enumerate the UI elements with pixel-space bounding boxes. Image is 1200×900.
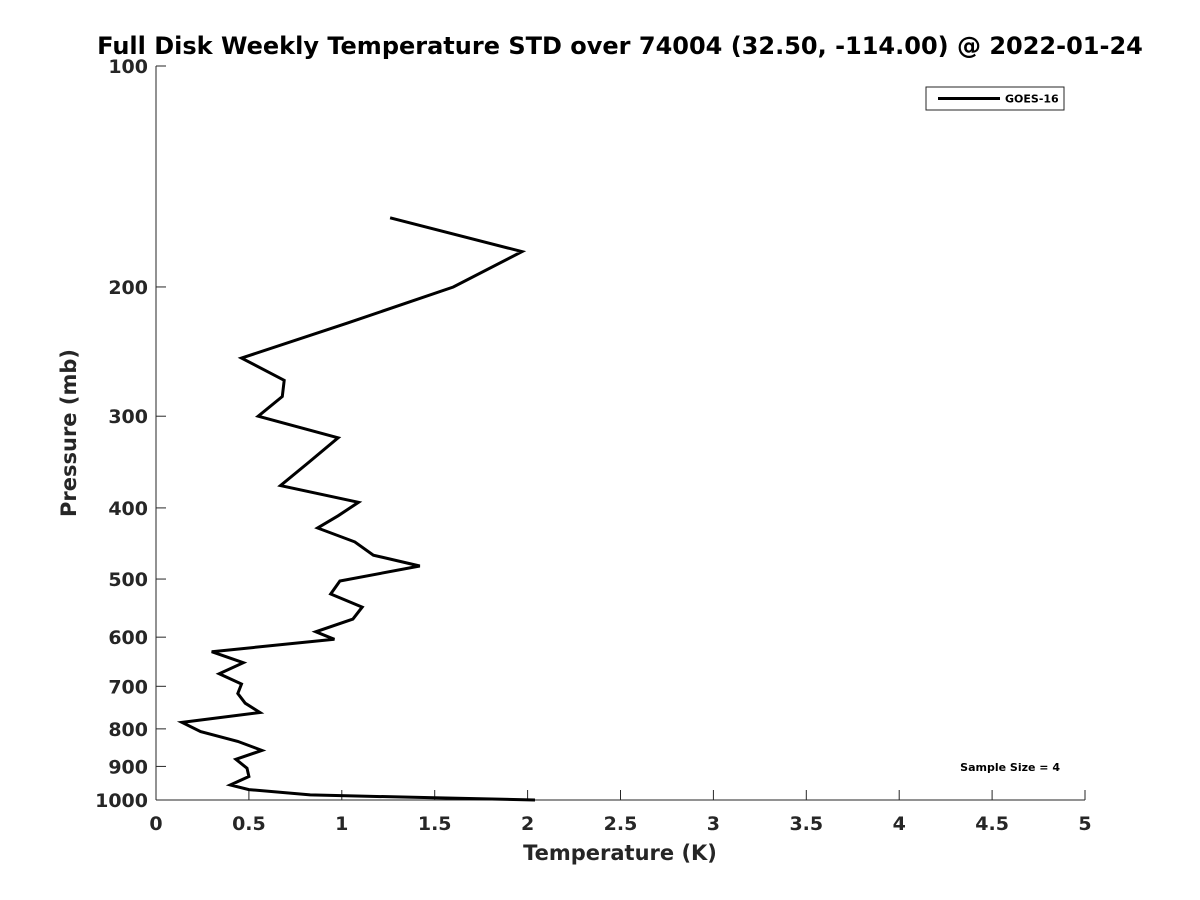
y-axis-label: Pressure (mb) [57, 349, 81, 517]
x-tick-label: 0.5 [232, 813, 266, 835]
legend: GOES-16 [925, 86, 1065, 111]
x-tick-label: 0 [149, 813, 162, 835]
x-tick-label: 2.5 [604, 813, 638, 835]
x-axis-label: Temperature (K) [523, 841, 717, 865]
legend-label-goes-16: GOES-16 [1005, 93, 1059, 106]
y-tick-label: 900 [108, 756, 148, 778]
x-tick-label: 3.5 [789, 813, 823, 835]
series-line-goes-16 [176, 216, 536, 802]
x-tick-label: 2 [521, 813, 534, 835]
y-tick-label: 700 [108, 676, 148, 698]
y-tick-label: 400 [108, 498, 148, 520]
y-tick-label: 100 [108, 56, 148, 78]
y-axis: 100 200 300 400 500 600 700 800 900 1000 [95, 56, 166, 812]
y-tick-label: 500 [108, 569, 148, 591]
y-tick-label: 300 [108, 406, 148, 428]
x-tick-label: 1 [335, 813, 348, 835]
series-group [176, 216, 536, 802]
y-tick-label: 200 [108, 277, 148, 299]
x-tick-label: 4 [893, 813, 906, 835]
y-tick-label: 600 [108, 627, 148, 649]
x-tick-label: 3 [707, 813, 720, 835]
x-tick-label: 1.5 [418, 813, 452, 835]
y-tick-label: 1000 [95, 790, 148, 812]
x-axis: 0 0.5 1 1.5 2 2.5 3 3.5 4 4.5 5 [149, 790, 1092, 835]
y-tick-label: 800 [108, 719, 148, 741]
chart-title-group: Full Disk Weekly Temperature STD over 74… [97, 32, 1143, 60]
x-tick-label: 5 [1078, 813, 1091, 835]
sample-size-annotation: Sample Size = 4 [960, 761, 1060, 774]
chart-title: Full Disk Weekly Temperature STD over 74… [97, 32, 1143, 60]
x-tick-label: 4.5 [975, 813, 1009, 835]
plot-area [155, 66, 1085, 801]
